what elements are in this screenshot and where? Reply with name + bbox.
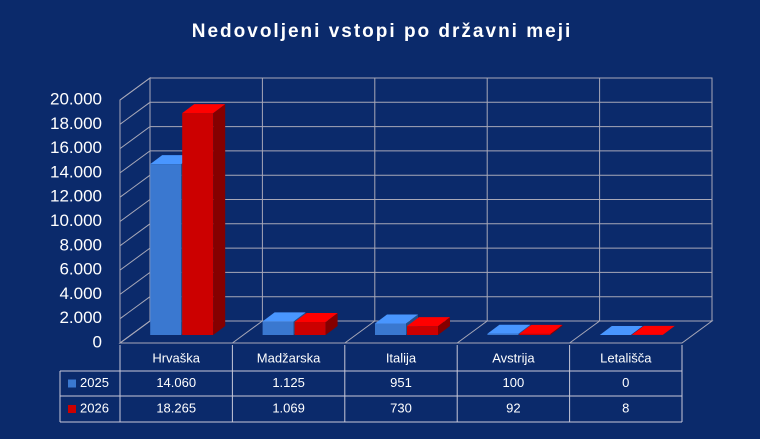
y-tick-label: 16.000 [50, 138, 102, 157]
y-tick-label: 12.000 [50, 187, 102, 206]
floor-divider [232, 320, 263, 344]
bar-side [550, 324, 563, 335]
bar [631, 325, 675, 335]
bar-top [375, 314, 418, 324]
grid-line-side [119, 199, 151, 222]
legend-swatch [68, 405, 76, 413]
grid-line-side [119, 247, 151, 271]
floor-divider [569, 320, 600, 344]
data-label: 1.069 [272, 400, 305, 415]
bar-top [599, 326, 643, 335]
grid-line-side [119, 126, 151, 150]
chart-title: Nedovoljeni vstopi po državni meji [192, 21, 573, 42]
bar-top [407, 317, 450, 327]
data-label: 100 [503, 375, 525, 390]
data-label: 14.060 [156, 375, 196, 390]
bar [407, 317, 450, 335]
x-tick-label: Hrvaška [152, 350, 200, 365]
x-tick-label: Madžarska [257, 350, 321, 365]
y-tick-label: 6.000 [59, 260, 102, 279]
grid-line-side [119, 320, 151, 344]
x-tick-label: Letališča [600, 350, 652, 365]
bar-top [182, 104, 226, 114]
grid-line-side [119, 150, 151, 174]
grid-line-side [119, 296, 151, 320]
y-tick-label: 0 [93, 332, 102, 351]
legend-swatch [68, 379, 76, 388]
data-label: 951 [390, 375, 412, 390]
legend-label: 2025 [80, 375, 109, 390]
bar-top [262, 312, 306, 322]
grid-line-side [119, 77, 151, 101]
grid-line-side [119, 174, 151, 198]
grid-line-side [119, 101, 151, 125]
bar-top [487, 324, 531, 334]
bar [519, 324, 563, 335]
y-tick-label: 2.000 [59, 308, 102, 327]
y-tick-label: 4.000 [59, 284, 102, 303]
legend-label: 2026 [80, 400, 109, 415]
grid-line-side [119, 271, 151, 295]
y-tick-label: 20.000 [50, 89, 102, 108]
bar [294, 313, 338, 335]
bar-top [631, 325, 675, 335]
grid-line-side [119, 223, 151, 247]
bar-front [407, 326, 438, 335]
bar-side [325, 313, 338, 335]
data-label: 8 [622, 400, 629, 415]
x-tick-label: Avstrija [492, 350, 535, 365]
bar-top [294, 313, 338, 323]
y-tick-label: 14.000 [50, 162, 102, 181]
data-label: 92 [506, 400, 520, 415]
bar [599, 326, 643, 335]
data-label: 730 [390, 400, 412, 415]
bar-front [182, 113, 214, 335]
floor-divider [456, 320, 488, 344]
bar-front [375, 323, 406, 335]
bar-front [262, 321, 294, 335]
bar-side [438, 317, 450, 335]
bar-side [213, 104, 226, 335]
y-tick-label: 18.000 [50, 114, 102, 133]
data-label: 0 [622, 375, 629, 390]
x-tick-label: Italija [386, 350, 417, 365]
data-label: 18.265 [156, 400, 196, 415]
floor-divider [344, 320, 376, 344]
y-tick-label: 8.000 [59, 235, 102, 254]
bar-side [662, 325, 675, 335]
bar-front [294, 322, 326, 335]
bar [182, 104, 226, 335]
bar-top [519, 324, 563, 334]
bar-front [150, 164, 182, 335]
y-tick-label: 10.000 [50, 211, 102, 230]
bar-front [519, 333, 551, 335]
bar-front [487, 333, 519, 335]
data-label: 1.125 [272, 375, 305, 390]
